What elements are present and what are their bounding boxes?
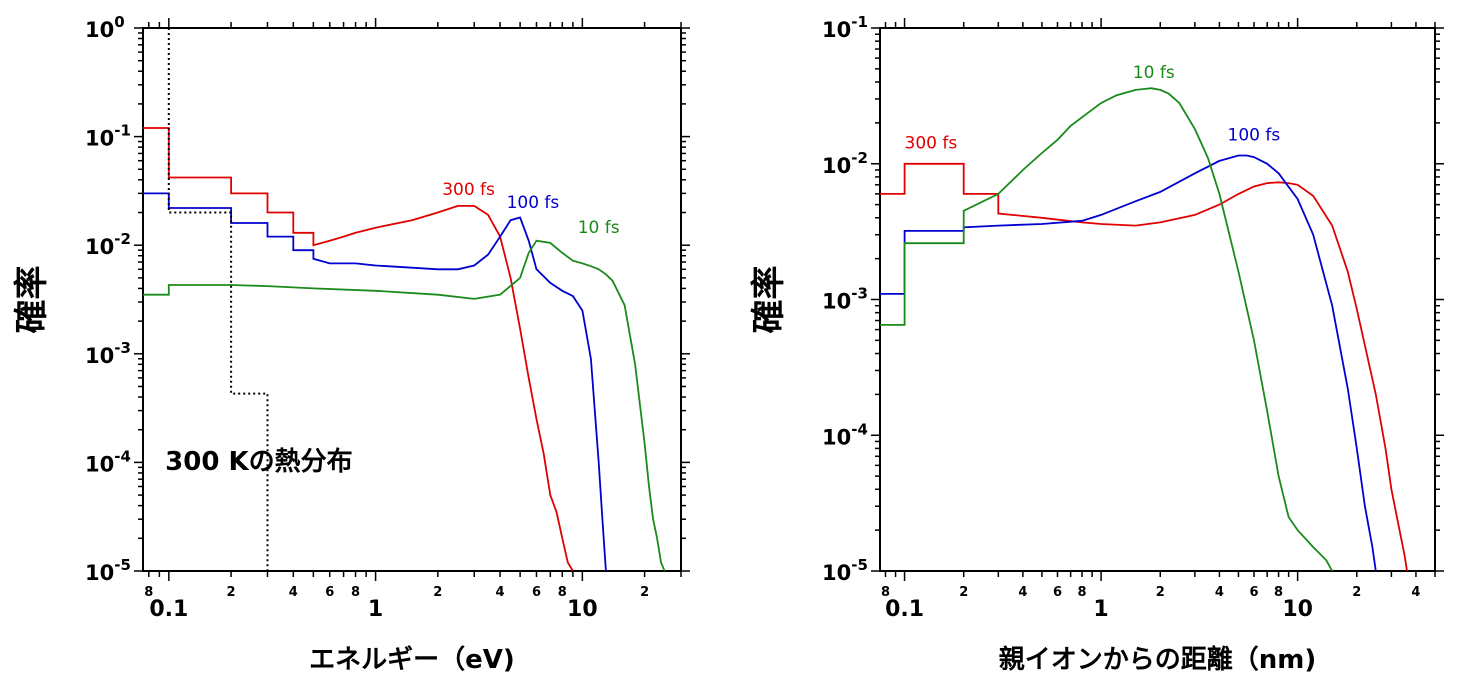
- x-axis-title: エネルギー（eV): [309, 645, 515, 675]
- x-minor-tick-label: 4: [289, 585, 298, 600]
- y-tick-label: 10-3: [85, 339, 131, 368]
- y-tick-label: 10-1: [85, 122, 131, 151]
- x-minor-tick-label: 8: [144, 585, 153, 600]
- series-label: 10 fs: [1133, 63, 1175, 83]
- y-axis-title: 確率: [12, 266, 52, 334]
- x-minor-tick-label: 4: [1018, 585, 1027, 600]
- x-minor-tick-label: 6: [1053, 585, 1062, 600]
- x-minor-tick-label: 8: [351, 585, 360, 600]
- y-tick-label: 10-5: [85, 556, 131, 585]
- x-minor-tick-label: 2: [433, 585, 442, 600]
- x-minor-tick-label: 8: [558, 585, 567, 600]
- x-major-tick-label: 10: [567, 597, 598, 622]
- x-major-tick-label: 0.1: [885, 597, 924, 622]
- x-minor-tick-label: 8: [1078, 585, 1087, 600]
- x-minor-tick-label: 2: [959, 585, 968, 600]
- y-tick-label: 10-3: [822, 285, 868, 314]
- x-minor-tick-label: 2: [640, 585, 649, 600]
- series-label: 10 fs: [578, 218, 620, 238]
- x-minor-tick-label: 4: [1215, 585, 1224, 600]
- x-minor-tick-label: 2: [1352, 585, 1361, 600]
- x-major-tick-label: 1: [368, 597, 383, 622]
- y-tick-label: 100: [85, 13, 125, 42]
- series-line: [143, 192, 607, 571]
- x-minor-tick-label: 6: [1250, 585, 1259, 600]
- x-minor-tick-label: 6: [532, 585, 541, 600]
- chart-left: 0.1 1 108 2 4 6 8 2 4 6 8 210010-110-210-310-410-5エ…: [12, 13, 690, 675]
- y-tick-label: 10-2: [822, 149, 868, 178]
- series-line: [143, 127, 574, 571]
- y-tick-label: 10-2: [85, 230, 131, 259]
- y-axis-title: 確率: [749, 266, 789, 334]
- x-minor-tick-label: 6: [325, 585, 334, 600]
- series-line: [880, 87, 1333, 571]
- series-line: [167, 28, 269, 571]
- y-tick-label: 10-4: [822, 420, 868, 449]
- x-minor-tick-label: 2: [227, 585, 236, 600]
- series-label: 100 fs: [507, 193, 560, 213]
- x-major-tick-label: 0.1: [149, 597, 188, 622]
- x-axis-title: 親イオンからの距離（nm): [999, 644, 1317, 675]
- y-tick-label: 10-4: [85, 447, 131, 476]
- plot-frame: [142, 27, 682, 572]
- x-minor-tick-label: 2: [1156, 585, 1165, 600]
- series-label: 100 fs: [1228, 126, 1281, 146]
- series-line: [143, 239, 666, 571]
- y-tick-label: 10-1: [822, 13, 868, 42]
- plot-frame: [879, 27, 1436, 572]
- series-label: 300 fs: [442, 180, 495, 200]
- x-major-tick-label: 10: [1282, 597, 1313, 622]
- series-label: 300 fs: [905, 133, 958, 153]
- chart-right: 0.1 1 108 2 4 6 8 2 4 6 8 2 410-110-210-310-410-5親イオ…: [749, 13, 1444, 675]
- annotation: 300 Kの熱分布: [165, 447, 352, 477]
- x-minor-tick-label: 8: [1274, 585, 1283, 600]
- x-minor-tick-label: 4: [496, 585, 505, 600]
- x-major-tick-label: 1: [1093, 597, 1108, 622]
- y-tick-label: 10-5: [822, 556, 868, 585]
- x-minor-tick-label: 8: [881, 585, 890, 600]
- x-minor-tick-label: 4: [1411, 585, 1420, 600]
- series-line: [880, 154, 1377, 571]
- series-line: [880, 162, 1408, 571]
